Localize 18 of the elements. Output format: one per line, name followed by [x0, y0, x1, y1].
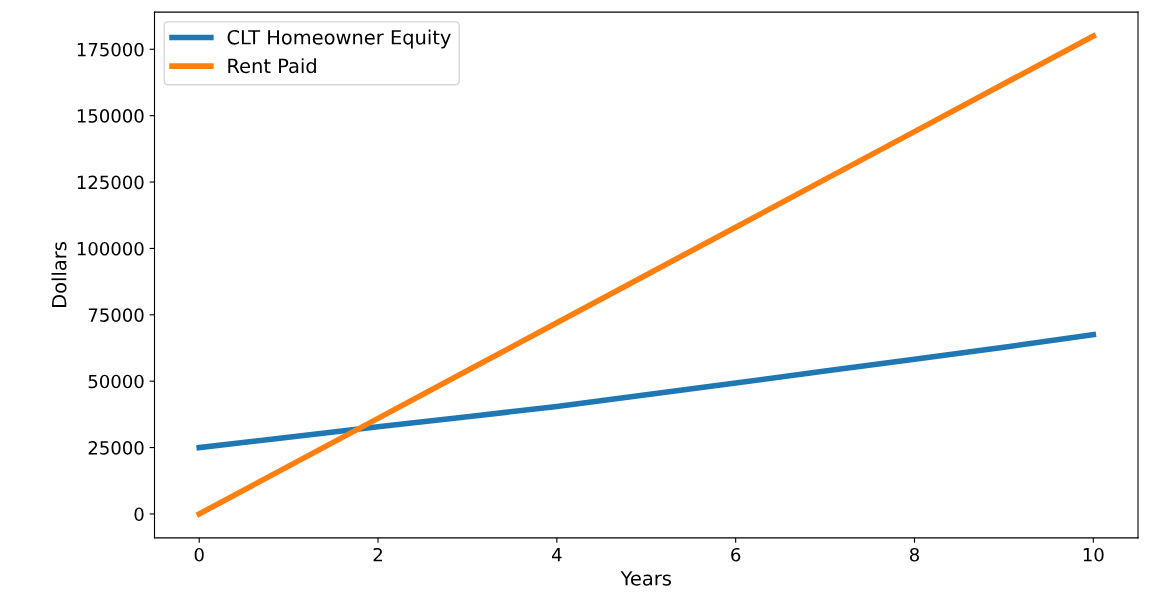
y-tick-label: 75000: [88, 308, 144, 322]
x-tick-label: 0: [194, 547, 204, 562]
x-tick-label: 8: [909, 547, 919, 562]
y-tick-label: 150000: [77, 109, 144, 123]
legend-label: CLT Homeowner Equity: [227, 29, 451, 49]
x-tick-label: 10: [1083, 547, 1104, 562]
x-axis-title: Years: [620, 571, 671, 586]
x-tick-label: 6: [731, 547, 741, 562]
y-tick-label: 0: [134, 507, 144, 522]
y-axis-title: Dollars: [51, 242, 67, 307]
y-tick-label: 25000: [88, 441, 144, 455]
legend-label: Rent Paid: [228, 58, 316, 74]
y-tick-label: 100000: [77, 241, 144, 256]
y-tick-label: 175000: [77, 42, 144, 57]
x-tick-label: 2: [373, 547, 382, 562]
y-tick-label: 125000: [77, 175, 144, 190]
x-tick-label: 4: [551, 548, 562, 562]
y-tick-label: 50000: [88, 374, 144, 389]
